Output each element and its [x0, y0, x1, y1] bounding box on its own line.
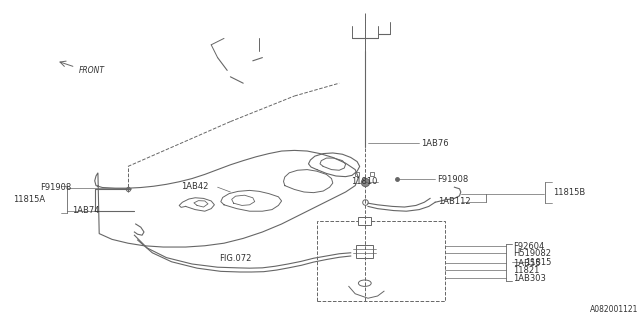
- Text: A082001121: A082001121: [590, 305, 639, 314]
- Text: 1AB76: 1AB76: [421, 139, 449, 148]
- Text: F92604: F92604: [513, 242, 545, 251]
- Text: 1AB303: 1AB303: [513, 274, 546, 283]
- Text: F91908: F91908: [40, 183, 71, 192]
- Text: 1AB55: 1AB55: [513, 259, 541, 268]
- Text: 11815A: 11815A: [13, 195, 45, 204]
- Text: 1AB112: 1AB112: [438, 197, 471, 206]
- Bar: [317, 221, 445, 301]
- Text: F91908: F91908: [437, 175, 468, 184]
- Text: 1AB42: 1AB42: [181, 182, 209, 191]
- Text: 11815: 11815: [525, 258, 551, 267]
- Bar: [356, 245, 373, 258]
- Text: 11821: 11821: [513, 266, 540, 275]
- Text: FRONT: FRONT: [79, 66, 105, 75]
- Text: 1AB74: 1AB74: [72, 206, 99, 215]
- Text: FIG.072: FIG.072: [219, 254, 252, 263]
- Text: 11810: 11810: [351, 177, 377, 186]
- Bar: [358, 217, 371, 225]
- Text: H519082: H519082: [513, 249, 551, 258]
- Text: 11815B: 11815B: [553, 188, 585, 197]
